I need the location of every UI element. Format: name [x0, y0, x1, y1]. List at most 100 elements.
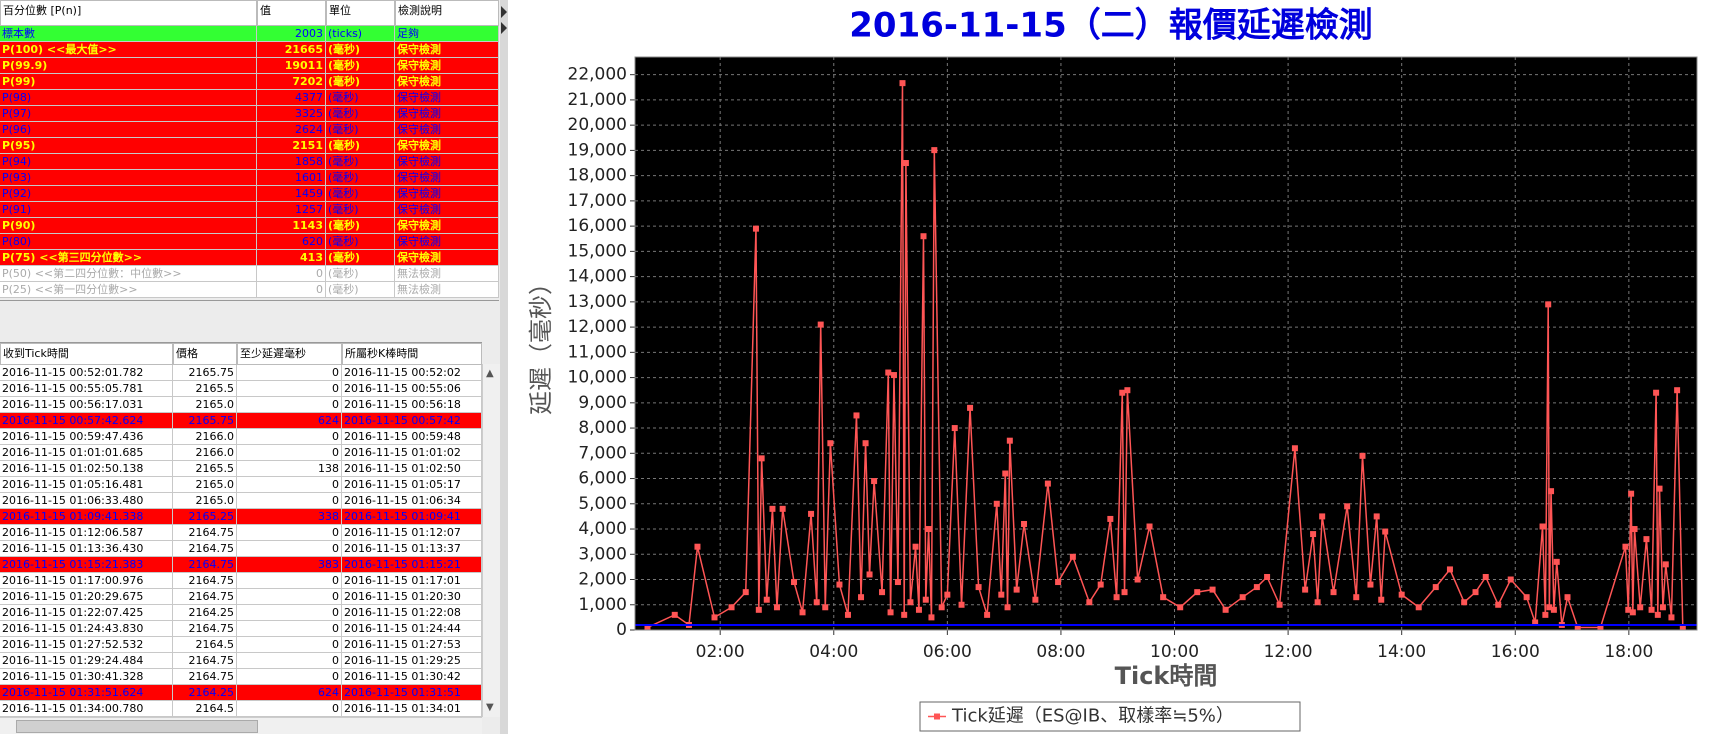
point-marker	[1222, 606, 1229, 613]
point-marker	[694, 543, 701, 550]
splitter[interactable]	[500, 0, 508, 734]
table-row: P(99.9) 19011 (毫秒) 保守檢測	[0, 58, 499, 74]
point-marker	[755, 606, 762, 613]
table-cell: 2016-11-15 00:52:02	[342, 365, 482, 381]
point-marker	[1523, 594, 1530, 601]
table-cell: 2164.25	[173, 605, 237, 621]
table-cell: 2016-11-15 01:17:00.976	[0, 573, 173, 589]
scroll-up[interactable]: ▲	[486, 368, 494, 379]
table-cell: 2016-11-15 01:29:24.484	[0, 653, 173, 669]
table-cell: 2016-11-15 01:34:00.780	[0, 701, 173, 717]
table-row: P(80) 620 (毫秒) 保守檢測	[0, 234, 499, 250]
table-cell: 2165.75	[173, 413, 237, 429]
point-marker	[1264, 573, 1271, 580]
table-cell: 0	[237, 653, 342, 669]
table-cell: 2166.0	[173, 445, 237, 461]
legend-label: Tick延遲（ES@IB、取樣率≒5%）	[951, 706, 1234, 727]
table-cell: 0	[237, 381, 342, 397]
h-scrollbar[interactable]	[0, 717, 482, 734]
table-cell: 2016-11-15 01:29:25	[342, 653, 482, 669]
point-marker	[1662, 561, 1669, 568]
table-cell: 7202	[257, 74, 326, 90]
header-cell: 收到Tick時間	[0, 343, 173, 365]
table-cell: 2016-11-15 01:15:21.383	[0, 557, 173, 573]
table-cell: 保守檢測	[395, 234, 499, 250]
table-cell: 保守檢測	[395, 58, 499, 74]
point-marker	[1545, 301, 1552, 308]
table-row: 2016-11-15 01:29:24.484 2164.75 0 2016-11-1…	[0, 653, 482, 669]
table-row: 2016-11-15 01:27:52.532 2164.5 0 2016-11-15…	[0, 637, 482, 653]
point-marker	[822, 604, 829, 611]
table-row: 2016-11-15 00:59:47.436 2166.0 0 2016-11-15…	[0, 429, 482, 445]
table-cell: 0	[237, 605, 342, 621]
point-marker	[1648, 606, 1655, 613]
table-cell: 保守檢測	[395, 154, 499, 170]
point-marker	[967, 404, 974, 411]
point-marker	[931, 147, 938, 154]
point-marker	[1539, 523, 1546, 530]
table-cell: 1257	[257, 202, 326, 218]
point-marker	[1629, 609, 1636, 616]
point-marker	[1113, 594, 1120, 601]
point-marker	[1344, 503, 1351, 510]
point-marker	[1631, 526, 1638, 533]
point-marker	[1013, 586, 1020, 593]
y-tick-label: 10,000	[568, 368, 627, 388]
point-marker	[915, 606, 922, 613]
table-row: P(90) 1143 (毫秒) 保守檢測	[0, 218, 499, 234]
table-cell: P(95)	[0, 138, 257, 154]
chart: 2016-11-15（二）報價延遲檢測 0 1,000 2,000 3,000 4,000…	[527, 6, 1698, 732]
scroll-down[interactable]: ▼	[486, 702, 494, 713]
table-cell: 2016-11-15 01:17:01	[342, 573, 482, 589]
table-cell: 2016-11-15 00:57:42.624	[0, 413, 173, 429]
point-marker	[1643, 536, 1650, 543]
table-cell: 保守檢測	[395, 170, 499, 186]
header-row: 百分位數 [P(n)] 值單位 檢測說明	[0, 0, 499, 26]
table-cell: 2166.0	[173, 429, 237, 445]
table-cell: 2016-11-15 01:30:41.328	[0, 669, 173, 685]
table-cell: 2016-11-15 00:59:47.436	[0, 429, 173, 445]
table-cell: P(90)	[0, 218, 257, 234]
table-cell: 足夠	[395, 26, 499, 42]
point-marker	[1398, 591, 1405, 598]
table-cell: 0	[237, 397, 342, 413]
legend-marker	[934, 713, 940, 720]
table-row: P(99) 7202 (毫秒) 保守檢測	[0, 74, 499, 90]
table-cell: 無法檢測	[395, 266, 499, 282]
table-cell: 0	[237, 429, 342, 445]
point-marker	[920, 233, 927, 240]
table-row: 2016-11-15 00:57:42.624 2165.75 624 2016-11…	[0, 413, 482, 429]
table-cell: 0	[237, 477, 342, 493]
table-cell: 0	[237, 621, 342, 637]
table-cell: 2164.25	[173, 685, 237, 701]
point-marker	[938, 604, 945, 611]
point-marker	[984, 611, 991, 618]
y-tick-label: 11,000	[568, 342, 627, 362]
table-row: P(98) 4377 (毫秒) 保守檢測	[0, 90, 499, 106]
x-tick-label: 14:00	[1377, 642, 1426, 662]
point-marker	[899, 80, 906, 87]
point-marker	[853, 412, 860, 419]
table-cell: 0	[237, 637, 342, 653]
point-marker	[902, 160, 909, 167]
table-cell: 2165.0	[173, 397, 237, 413]
table-row: 2016-11-15 01:06:33.480 2165.0 0 2016-11-15…	[0, 493, 482, 509]
table-row: P(92) 1459 (毫秒) 保守檢測	[0, 186, 499, 202]
table-cell: 2016-11-15 01:02:50.138	[0, 461, 173, 477]
point-marker	[1209, 586, 1216, 593]
x-tick-label: 18:00	[1604, 642, 1653, 662]
table-cell: 2164.75	[173, 525, 237, 541]
v-scrollbar[interactable]: ▲ ▼	[482, 364, 500, 717]
splitter-arrows	[501, 6, 507, 34]
table-row: 2016-11-15 01:24:43.830 2164.75 0 2016-11-1…	[0, 621, 482, 637]
table-cell: (毫秒)	[326, 202, 395, 218]
table-cell: (毫秒)	[326, 138, 395, 154]
y-tick-label: 19,000	[568, 140, 627, 160]
scroll-thumb[interactable]	[16, 720, 258, 733]
point-marker	[773, 604, 780, 611]
table-cell: P(80)	[0, 234, 257, 250]
table-cell: 0	[237, 701, 342, 717]
table-cell: 2016-11-15 01:15:21	[342, 557, 482, 573]
table-cell: 2164.75	[173, 541, 237, 557]
table-cell: 2016-11-15 00:56:18	[342, 397, 482, 413]
